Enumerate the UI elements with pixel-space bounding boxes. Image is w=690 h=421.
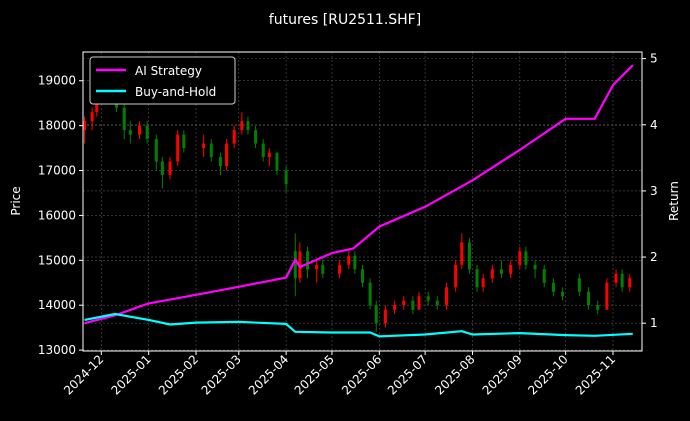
- candle-body: [509, 264, 513, 274]
- y-tick-label: 14000: [38, 298, 76, 312]
- candle-body: [246, 121, 250, 131]
- y2-tick-label: 2: [650, 250, 658, 264]
- candle-body: [551, 282, 555, 292]
- candle-body: [95, 98, 99, 113]
- candle-body: [524, 251, 528, 265]
- candle-body: [454, 264, 458, 288]
- candle-body: [298, 251, 302, 279]
- y-tick-label: 17000: [38, 164, 76, 178]
- y2-tick-label: 4: [650, 118, 658, 132]
- candle-body: [490, 269, 494, 279]
- buy-and-hold-line: [84, 312, 633, 338]
- candle-body: [315, 264, 319, 270]
- candle-body: [261, 143, 265, 158]
- candle-body: [518, 251, 522, 265]
- candle-body: [168, 161, 172, 176]
- candle-body: [232, 130, 236, 144]
- candle-body: [561, 291, 565, 297]
- candle-body: [361, 269, 364, 283]
- candle-body: [475, 269, 479, 288]
- candle-body: [628, 278, 632, 288]
- candle-body: [138, 125, 142, 135]
- candle-body: [160, 161, 164, 176]
- candle-body: [122, 107, 126, 131]
- candle-body: [393, 305, 397, 310]
- y-axis-label: Price: [9, 186, 23, 215]
- candle-body: [267, 152, 271, 158]
- candle-body: [202, 143, 206, 149]
- candle-body: [435, 300, 439, 306]
- candle-body: [417, 296, 421, 310]
- candle-body: [218, 157, 222, 167]
- candle-body: [90, 112, 94, 122]
- candle-body: [620, 273, 624, 288]
- candle-body: [240, 121, 244, 131]
- legend-ai-label: AI Strategy: [135, 64, 202, 78]
- candle-body: [402, 300, 406, 306]
- candle-body: [293, 251, 297, 279]
- candle-body: [467, 242, 471, 270]
- candle-body: [182, 134, 186, 149]
- candle-body: [128, 130, 132, 135]
- candle-body: [209, 143, 213, 158]
- y2-tick-label: 1: [650, 316, 658, 330]
- candle-body: [347, 255, 351, 265]
- candle-body: [542, 269, 546, 283]
- candle-body: [353, 255, 357, 270]
- plot-frame: [82, 51, 643, 352]
- y-tick-label: 16000: [38, 208, 76, 222]
- candle-body: [605, 282, 609, 310]
- y-tick-label: 13000: [38, 343, 76, 357]
- y-tick-label: 19000: [38, 74, 76, 88]
- candle-body: [368, 282, 372, 306]
- candle-body: [481, 278, 485, 288]
- candle-body: [460, 242, 464, 265]
- candle-body: [176, 134, 180, 162]
- candle-body: [596, 305, 600, 310]
- candle-body: [338, 264, 342, 274]
- candle-body: [587, 291, 591, 306]
- y-tick-label: 15000: [38, 253, 76, 267]
- candle-body: [445, 287, 449, 306]
- candle-body: [374, 305, 378, 324]
- chart-title: futures [RU2511.SHF]: [269, 12, 421, 28]
- y2-tick-label: 5: [650, 52, 658, 66]
- y-tick-label: 18000: [38, 119, 76, 133]
- candle-body: [614, 273, 618, 283]
- y2-axis-label: Return: [667, 181, 681, 221]
- candle-body: [383, 309, 387, 324]
- candle-body: [225, 143, 229, 167]
- candle-body: [577, 278, 581, 292]
- ai-strategy-line: [84, 64, 634, 325]
- y2-tick-label: 3: [650, 184, 658, 198]
- candle-body: [306, 251, 310, 270]
- candle-body: [154, 139, 158, 162]
- legend-bh-label: Buy-and-Hold: [135, 85, 216, 99]
- candle-body: [83, 121, 87, 131]
- candle-body: [284, 170, 288, 184]
- candle-body: [533, 264, 537, 270]
- candle-body: [321, 264, 325, 274]
- candle-body: [499, 269, 503, 274]
- legend: AI Strategy Buy-and-Hold: [89, 56, 236, 105]
- candle-body: [426, 296, 430, 301]
- candle-body: [411, 300, 415, 310]
- candle-body: [145, 125, 149, 140]
- candle-body: [254, 130, 258, 144]
- candle-body: [275, 152, 279, 171]
